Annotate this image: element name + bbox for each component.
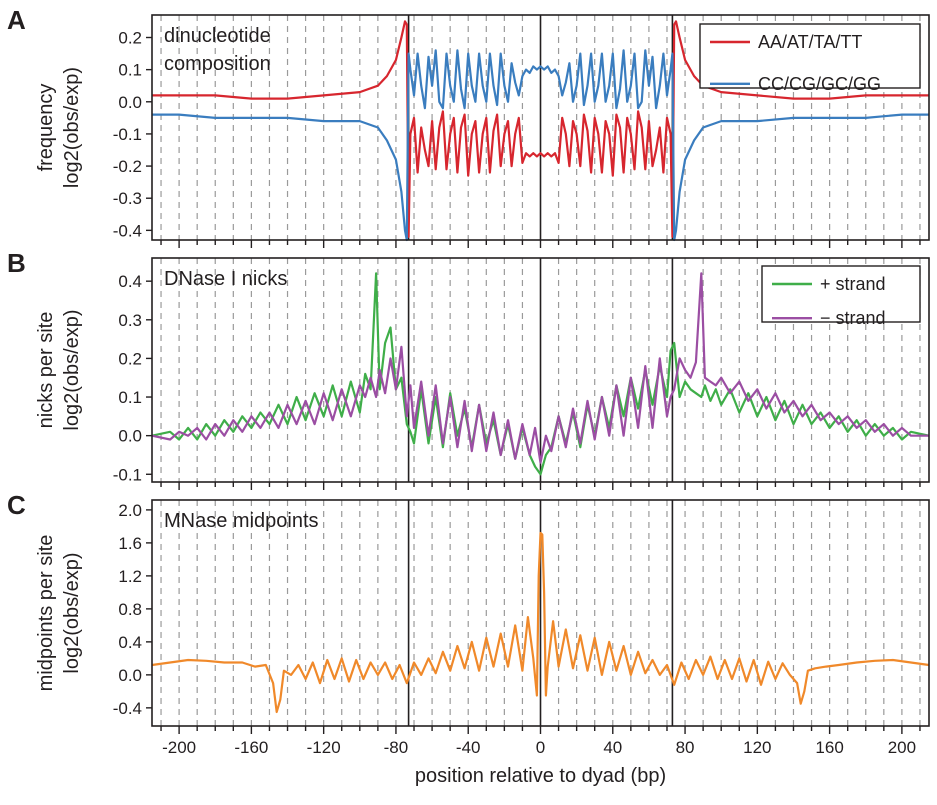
legend-label: − strand xyxy=(820,308,886,328)
y-tick-label: 0.3 xyxy=(118,311,142,330)
x-tick-label: 80 xyxy=(676,738,695,757)
x-tick-label: -120 xyxy=(307,738,341,757)
series-line-1 xyxy=(151,272,930,476)
x-tick-label: 0 xyxy=(536,738,545,757)
y-tick-label: -0.1 xyxy=(113,125,142,144)
legend: AA/AT/TA/TT CC/CG/GC/GG xyxy=(699,23,921,94)
y-tick-label: 0.4 xyxy=(118,272,142,291)
y-tick-label: 1.6 xyxy=(118,534,142,553)
panel-letter: B xyxy=(7,248,26,278)
legend-label: CC/CG/GC/GG xyxy=(758,74,881,94)
legend-box xyxy=(761,265,921,323)
legend: + strand − strand xyxy=(761,265,921,328)
legend-label: AA/AT/TA/TT xyxy=(758,32,862,52)
legend-box xyxy=(699,23,921,89)
y-tick-label: 1.2 xyxy=(118,567,142,586)
y-axis-label: frequency xyxy=(35,84,57,172)
x-tick-label: -200 xyxy=(162,738,196,757)
panel-letter: C xyxy=(7,490,26,520)
y-tick-label: -0.4 xyxy=(113,221,142,240)
panel-letter: A xyxy=(7,5,26,35)
y-axis-label: log2(obs/exp) xyxy=(61,552,83,673)
y-tick-label: 0.0 xyxy=(118,93,142,112)
series-line-1 xyxy=(152,20,929,238)
y-axis-label: nicks per site xyxy=(35,312,57,429)
y-tick-label: 0.0 xyxy=(118,666,142,685)
y-axis-label: midpoints per site xyxy=(35,535,57,692)
x-tick-label: 120 xyxy=(743,738,771,757)
panel-a: 0.2 0.1 0.0 -0.1 -0.2 -0.3 -0.4 frequency log2(o… xyxy=(7,5,930,248)
x-axis-label: position relative to dyad (bp) xyxy=(415,765,666,787)
x-tick-label: 40 xyxy=(603,738,622,757)
y-tick-label: -0.4 xyxy=(113,699,142,718)
y-tick-label: 0.2 xyxy=(118,349,142,368)
x-tick-label: 200 xyxy=(888,738,916,757)
series-line-2 xyxy=(152,49,929,242)
y-tick-label: 0.2 xyxy=(118,29,142,48)
x-tick-label: -80 xyxy=(384,738,409,757)
panel-annotation: DNase I nicks xyxy=(164,268,287,290)
series-line-2 xyxy=(151,272,929,464)
panel-annotation: composition xyxy=(164,53,271,75)
panel-b: 0.4 0.3 0.2 0.1 0.0 -0.1 nicks per site log2(ob… xyxy=(7,248,930,490)
y-tick-label: 0.8 xyxy=(118,600,142,619)
y-tick-label: -0.1 xyxy=(113,465,142,484)
y-tick-label: 0.1 xyxy=(118,388,142,407)
y-axis-label: log2(obs/exp) xyxy=(61,67,83,188)
legend-label: + strand xyxy=(820,274,886,294)
y-tick-label: 0.1 xyxy=(118,61,142,80)
y-tick-label: -0.3 xyxy=(113,189,142,208)
panel-annotation: dinucleotide xyxy=(164,25,271,47)
x-tick-label: 160 xyxy=(815,738,843,757)
y-axis-label: log2(obs/exp) xyxy=(61,309,83,430)
y-tick-label: -0.2 xyxy=(113,157,142,176)
y-tick-label: 2.0 xyxy=(118,501,142,520)
x-tick-label: -40 xyxy=(456,738,481,757)
y-tick-label: 0.0 xyxy=(118,427,142,446)
x-tick-label: -160 xyxy=(234,738,268,757)
series-line-1 xyxy=(151,531,930,714)
panel-c: 2.0 1.6 1.2 0.8 0.4 0.0 -0.4 midpoints per site… xyxy=(7,490,930,734)
y-tick-label: 0.4 xyxy=(118,633,142,652)
panel-annotation: MNase midpoints xyxy=(164,510,319,532)
